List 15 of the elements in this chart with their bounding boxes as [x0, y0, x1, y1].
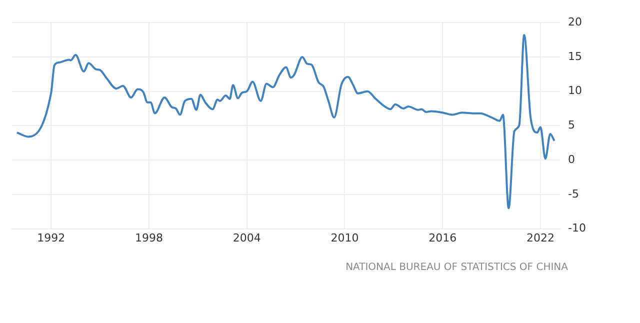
- y-tick-label: -10: [568, 222, 586, 235]
- y-tick-label: 20: [568, 15, 582, 28]
- y-tick-label: 5: [568, 118, 576, 132]
- text: NATIONAL BUREAU OF STATISTICS OF CHINA: [344, 262, 569, 273]
- y-tick-label: -5: [568, 187, 580, 200]
- x-tick-label: 2004: [232, 231, 261, 244]
- line-series: [16, 34, 556, 210]
- x-tick-label: 1992: [37, 231, 66, 244]
- x-tick-label: 2010: [330, 231, 359, 244]
- x-tick-label: 2022: [526, 231, 554, 244]
- y-tick-label: 15: [568, 50, 582, 63]
- y-tick-label: 10: [568, 84, 582, 98]
- y-tick-label: 0: [568, 152, 576, 166]
- x-tick-label: 2016: [428, 231, 457, 244]
- x-tick-label: 1998: [135, 231, 164, 244]
